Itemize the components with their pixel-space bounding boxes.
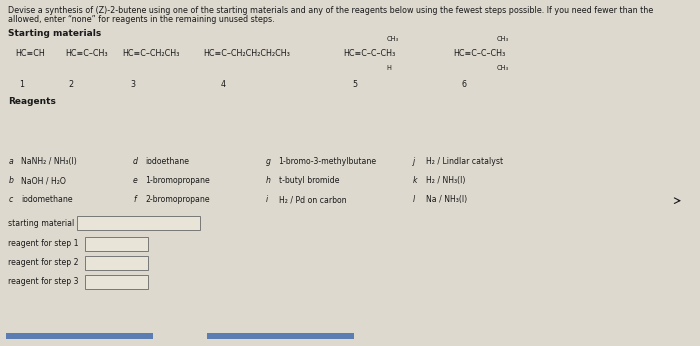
Text: iodoethane: iodoethane [146, 157, 190, 166]
Text: reagent for step 3: reagent for step 3 [8, 277, 79, 286]
Text: Devise a synthesis of (Z)-2-butene using one of the starting materials and any o: Devise a synthesis of (Z)-2-butene using… [8, 6, 654, 15]
Text: HC≡CH: HC≡CH [15, 49, 45, 58]
Text: NaNH₂ / NH₃(l): NaNH₂ / NH₃(l) [21, 157, 77, 166]
Text: c: c [8, 195, 13, 204]
Text: j: j [413, 157, 415, 166]
Text: CH₃: CH₃ [386, 36, 398, 42]
Text: 1-bromo-3-methylbutane: 1-bromo-3-methylbutane [279, 157, 377, 166]
Text: 6: 6 [462, 80, 467, 89]
Text: HC≡C–CH₃: HC≡C–CH₃ [65, 49, 108, 58]
Text: NaOH / H₂O: NaOH / H₂O [21, 176, 66, 185]
Text: 4: 4 [220, 80, 225, 89]
Text: allowed, enter “none” for reagents in the remaining unused steps.: allowed, enter “none” for reagents in th… [8, 15, 275, 24]
Bar [85, 237, 148, 251]
Text: reagent for step 1: reagent for step 1 [8, 239, 79, 248]
Text: HC≡C–CH₂CH₃: HC≡C–CH₂CH₃ [122, 49, 180, 58]
Text: H₂ / Pd on carbon: H₂ / Pd on carbon [279, 195, 346, 204]
Bar [85, 275, 148, 289]
Text: t-butyl bromide: t-butyl bromide [279, 176, 339, 185]
Text: Na / NH₃(l): Na / NH₃(l) [426, 195, 467, 204]
Text: reagent for step 2: reagent for step 2 [8, 258, 79, 267]
Text: a: a [8, 157, 13, 166]
Text: H₂ / Lindlar catalyst: H₂ / Lindlar catalyst [426, 157, 503, 166]
Text: 3: 3 [130, 80, 135, 89]
Text: f: f [133, 195, 136, 204]
Text: g: g [266, 157, 271, 166]
Bar [206, 333, 354, 339]
Text: h: h [266, 176, 271, 185]
Text: 1: 1 [20, 80, 25, 89]
Text: HC≡C–C–CH₃: HC≡C–C–CH₃ [454, 49, 506, 58]
Bar [85, 256, 148, 270]
Bar [77, 216, 200, 230]
Text: 1-bromopropane: 1-bromopropane [146, 176, 210, 185]
Text: CH₃: CH₃ [497, 36, 509, 42]
Text: 5: 5 [352, 80, 357, 89]
Text: H: H [386, 65, 391, 71]
Text: b: b [8, 176, 13, 185]
Text: 2: 2 [69, 80, 74, 89]
Text: i: i [266, 195, 268, 204]
Text: e: e [133, 176, 138, 185]
Text: k: k [413, 176, 417, 185]
Text: Starting materials: Starting materials [8, 29, 101, 38]
Text: H₂ / NH₃(l): H₂ / NH₃(l) [426, 176, 465, 185]
Bar [6, 333, 153, 339]
Text: d: d [133, 157, 138, 166]
Text: HC≡C–C–CH₃: HC≡C–C–CH₃ [343, 49, 396, 58]
Text: Reagents: Reagents [8, 97, 56, 106]
Text: 2-bromopropane: 2-bromopropane [146, 195, 210, 204]
Text: CH₃: CH₃ [497, 65, 509, 71]
Text: iodomethane: iodomethane [21, 195, 73, 204]
Text: HC≡C–CH₂CH₂CH₂CH₃: HC≡C–CH₂CH₂CH₂CH₃ [203, 49, 290, 58]
Text: l: l [413, 195, 415, 204]
Text: starting material: starting material [8, 219, 75, 228]
